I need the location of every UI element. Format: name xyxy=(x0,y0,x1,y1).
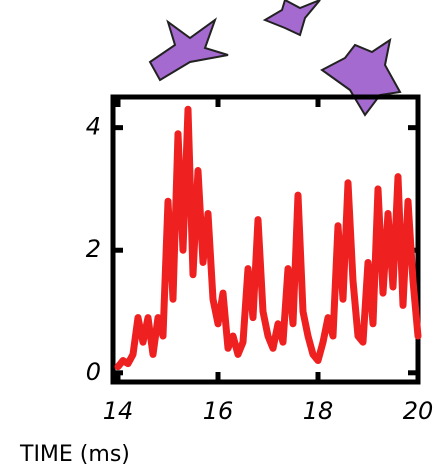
y-tick-label: 2 xyxy=(86,235,101,263)
bird xyxy=(322,40,400,115)
x-axis-label: TIME (ms) xyxy=(19,442,130,467)
chart: TIME (ms) 14 16 18 20 0 2 4 xyxy=(0,0,436,474)
bird xyxy=(150,20,228,80)
bird xyxy=(265,0,320,35)
x-tick-label: 14 xyxy=(103,397,134,425)
x-tick-label: 18 xyxy=(303,397,334,425)
y-tick-label: 0 xyxy=(86,358,101,386)
x-tick-label: 16 xyxy=(203,397,234,425)
plot-frame xyxy=(113,97,418,382)
data-line xyxy=(118,109,418,366)
y-tick-label: 4 xyxy=(86,113,101,141)
x-tick-label: 20 xyxy=(403,397,434,425)
